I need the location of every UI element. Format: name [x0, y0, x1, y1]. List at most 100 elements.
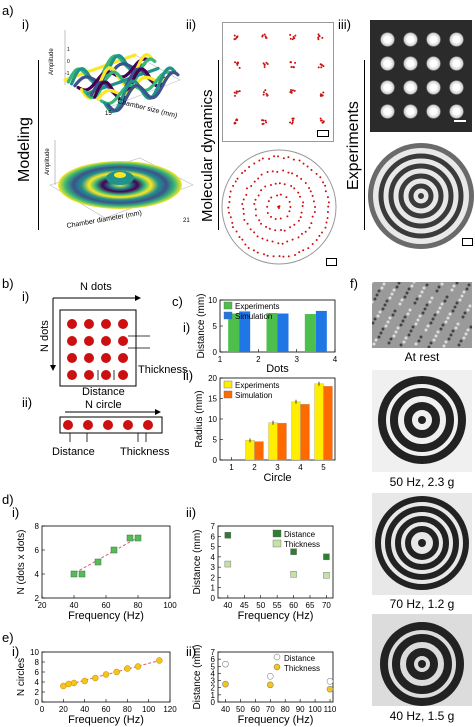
grain	[432, 338, 436, 342]
md-particle	[231, 221, 234, 224]
row-title-modeling: Modeling	[16, 117, 33, 182]
y-tick-label: 8	[35, 522, 40, 531]
y-tick-label: 2	[211, 684, 216, 693]
md-particle	[244, 169, 247, 172]
y-tick-label: 2	[211, 573, 216, 582]
schematic-dot	[103, 420, 113, 430]
grain	[388, 316, 392, 320]
md-particle	[271, 240, 274, 243]
panel-label-e: e)	[2, 630, 14, 645]
md-particle	[264, 225, 267, 228]
md-particle	[311, 194, 314, 197]
grain-cluster	[380, 32, 395, 47]
grain	[414, 322, 418, 326]
md-particle	[321, 36, 324, 39]
grain	[451, 309, 455, 313]
x-tick-label: 45	[240, 601, 249, 610]
md-particle	[263, 33, 266, 36]
md-particle	[302, 201, 305, 204]
md-particle	[244, 243, 247, 246]
md-particle	[243, 218, 246, 221]
md-particle	[300, 177, 303, 180]
md-particle	[231, 226, 234, 229]
grain	[447, 337, 451, 341]
grain-cluster	[380, 56, 395, 71]
md-particle	[257, 194, 260, 197]
md-particle	[228, 195, 231, 198]
legend-label: Thickness	[284, 540, 320, 549]
x-tick-label: 4	[298, 463, 303, 472]
md-particle	[319, 176, 322, 179]
x-tick-label: 100	[308, 705, 322, 714]
x-tick-label: 1	[218, 355, 223, 364]
md-particle	[238, 66, 241, 69]
grain-ring	[404, 402, 440, 438]
md-particle	[229, 190, 232, 193]
grain-cluster	[426, 56, 441, 71]
md-particle	[294, 253, 297, 256]
grain	[415, 297, 419, 301]
md-particle	[262, 93, 265, 96]
x-tick-label: 80	[134, 601, 143, 610]
grain	[373, 317, 377, 321]
grain	[387, 341, 391, 345]
caption-50hz: 50 Hz, 2.3 g	[389, 475, 455, 489]
legend-label: Experiments	[235, 381, 279, 390]
md-particle	[266, 254, 269, 257]
grain-center	[418, 660, 426, 668]
md-particle	[322, 121, 325, 124]
y-tick-label: 2	[35, 594, 40, 603]
y-tick-label: 10	[30, 648, 39, 657]
grain	[392, 334, 396, 338]
surface-strip	[70, 53, 144, 88]
grain	[451, 329, 455, 333]
grain	[412, 282, 416, 284]
schematic-dot	[84, 319, 94, 329]
grain	[393, 309, 397, 313]
x-tick-label: 60	[102, 601, 111, 610]
md-particle	[264, 185, 267, 188]
md-particle	[317, 66, 320, 69]
md-particle	[291, 89, 294, 92]
md-particle	[264, 119, 267, 122]
y-tick-label: 4	[211, 669, 216, 678]
grain	[436, 310, 440, 314]
x-tick-label: 1	[229, 463, 234, 472]
grain	[405, 291, 409, 295]
surface-strip	[93, 67, 167, 101]
md-particle	[236, 177, 239, 180]
x-axis-label: Frequency (Hz)	[68, 714, 144, 726]
photo-70hz	[372, 493, 472, 595]
md-particle	[326, 211, 329, 214]
y-tick-label: 1	[211, 584, 216, 593]
md-particle	[289, 33, 292, 36]
panel-label-b-ii: ii)	[22, 395, 33, 410]
tick-1: 1	[67, 47, 70, 53]
data-point	[124, 665, 131, 672]
grain-center	[418, 539, 426, 547]
bar	[304, 314, 316, 352]
schematic-dot	[101, 353, 111, 363]
bar	[277, 313, 289, 352]
grain	[452, 284, 456, 288]
experiment-photo-circle	[368, 143, 474, 249]
grain-ring	[395, 516, 449, 570]
grain	[381, 307, 385, 311]
md-particle	[258, 219, 261, 222]
data-point	[224, 532, 232, 539]
md-particle	[289, 121, 292, 124]
md-particle	[287, 171, 290, 174]
x-tick-label: 0	[40, 705, 45, 714]
grain	[374, 338, 378, 342]
md-particle	[317, 38, 320, 41]
md-particle	[249, 228, 252, 231]
grain	[438, 306, 442, 310]
photo-texture	[378, 376, 466, 464]
md-particle	[257, 177, 260, 180]
grain	[434, 334, 438, 338]
grain-cluster	[380, 80, 395, 95]
photo-texture	[375, 496, 469, 590]
photo-40hz	[372, 614, 472, 706]
